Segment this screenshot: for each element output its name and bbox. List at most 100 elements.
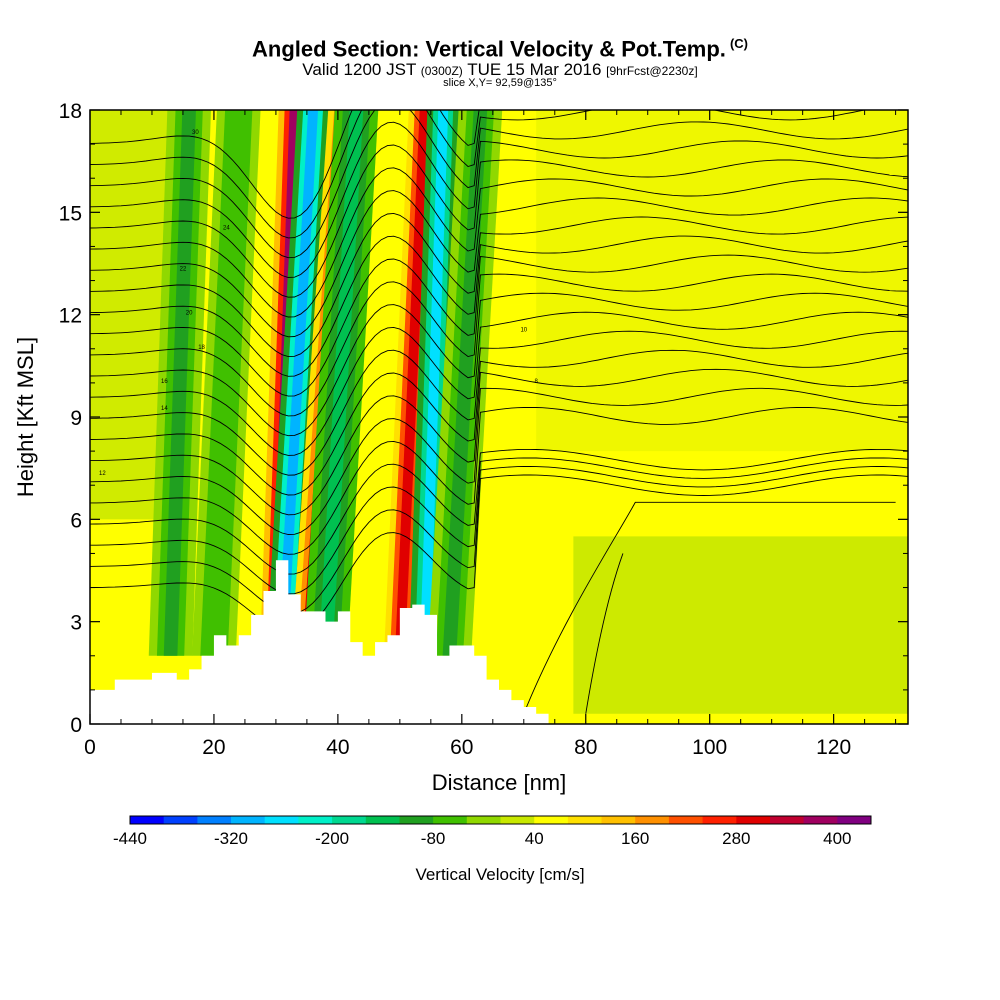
contour-label-4: 18	[198, 345, 205, 351]
y-tick-label-9: 9	[70, 407, 82, 430]
theta-contour-10	[90, 292, 908, 437]
x-tick-label-0: 0	[84, 736, 96, 759]
theta-contour-17	[90, 144, 908, 298]
forecast-info: [9hrFcst@2230z]	[606, 64, 698, 78]
velocity-band-5-layer-2	[419, 110, 449, 656]
contour-label-7: 12	[99, 471, 106, 477]
theta-contour-4	[90, 406, 908, 555]
y-tick-label-3: 3	[70, 612, 82, 635]
colorbar-swatch-18	[736, 816, 771, 824]
theta-contour-0	[90, 474, 908, 634]
contour-label-9: 8	[535, 379, 539, 385]
theta-contour-12	[90, 254, 908, 397]
y-axis-label: Height [Kft MSL]	[13, 337, 38, 497]
colorbar-swatch-21	[837, 816, 872, 824]
colorbar-swatch-11	[500, 816, 535, 824]
y-tick-label-0: 0	[70, 714, 82, 737]
field-patch-upper-east	[536, 110, 908, 452]
contour-label-6: 14	[161, 406, 168, 412]
colorbar-tick-label-0: -440	[113, 829, 147, 848]
terrain-mask	[90, 560, 549, 724]
colorbar-label: Vertical Velocity [cm/s]	[415, 865, 584, 884]
theta-contour-5	[90, 387, 908, 535]
theta-contour-20	[90, 110, 867, 239]
theta-contour-21	[90, 110, 480, 219]
colorbar-tick-label-4: 40	[525, 829, 544, 848]
x-tick-label-40: 40	[326, 736, 349, 759]
y-tick-label-18: 18	[59, 100, 82, 123]
plot-area: 30 24 22 20 18 16 14 12 10 8	[90, 110, 908, 724]
colorbar-swatch-1	[163, 816, 198, 824]
x-axis-label: Distance [nm]	[432, 770, 567, 795]
field-patch-lower-east	[573, 536, 908, 714]
chart-title: Angled Section: Vertical Velocity & Pot.…	[0, 36, 1000, 62]
velocity-band-1-layer-2	[277, 110, 319, 656]
contour-label-8: 10	[520, 328, 527, 334]
colorbar-tick-label-6: 280	[722, 829, 750, 848]
colorbar-swatch-5	[298, 816, 333, 824]
theta-contour-19	[90, 110, 908, 259]
colorbar-swatch-0	[130, 816, 165, 824]
colorbar-swatch-12	[534, 816, 569, 824]
theta-contour-9	[90, 311, 908, 456]
copyright-mark: (C)	[729, 36, 748, 51]
colorbar-tick-label-3: -80	[421, 829, 446, 848]
theta-contour-13	[90, 235, 908, 377]
theta-contour-2	[90, 457, 908, 595]
colorbar-swatch-7	[365, 816, 400, 824]
colorbar-tick-label-7: 400	[823, 829, 851, 848]
colorbar-swatch-17	[702, 816, 737, 824]
x-tick-label-80: 80	[574, 736, 597, 759]
valid-time-line: Valid 1200 JST (0300Z) TUE 15 Mar 2016 […	[0, 60, 1000, 80]
contour-label-3: 20	[186, 311, 193, 317]
colorbar-swatch-6	[332, 816, 367, 824]
chart-title-text: Angled Section: Vertical Velocity & Pot.…	[252, 36, 726, 62]
y-tick-label-12: 12	[59, 305, 82, 328]
theta-contour-low-east	[523, 501, 896, 714]
theta-contour-14	[90, 212, 908, 358]
x-tick-label-120: 120	[816, 736, 851, 759]
theta-contour-18	[90, 121, 908, 278]
theta-contour-7	[90, 349, 908, 496]
y-tick-label-6: 6	[70, 509, 82, 532]
x-tick-label-60: 60	[450, 736, 473, 759]
colorbar-swatch-19	[770, 816, 805, 824]
x-tick-label-100: 100	[692, 736, 727, 759]
y-tick-label-15: 15	[59, 202, 82, 225]
colorbar-swatch-9	[433, 816, 468, 824]
velocity-band-6-layer-2	[442, 110, 488, 656]
contour-label-0: 30	[192, 130, 199, 136]
colorbar-swatch-3	[231, 816, 266, 824]
contour-label-1: 24	[223, 225, 230, 231]
theta-contour-6	[90, 368, 908, 516]
theta-contour-16	[90, 167, 908, 318]
colorbar-swatch-16	[668, 816, 704, 824]
contour-label-5: 16	[161, 379, 168, 385]
colorbar-swatch-8	[399, 816, 434, 824]
colorbar-tick-label-1: -320	[214, 829, 248, 848]
valid-date: TUE 15 Mar 2016	[467, 60, 602, 79]
utc-time: (0300Z)	[420, 64, 463, 78]
theta-contour-3	[90, 448, 908, 575]
x-tick-label-20: 20	[202, 736, 225, 759]
terrain	[90, 560, 549, 724]
slice-info: slice X,Y= 92,59@135°	[443, 77, 557, 89]
colorbar-swatch-20	[803, 816, 838, 824]
contour-label-2: 22	[180, 266, 187, 272]
colorbar: -440 -320 -200 -80 40 160 280 400	[113, 815, 872, 848]
theta-contour-11	[90, 273, 908, 417]
theta-contour-low-east-2	[585, 553, 624, 714]
theta-contour-15	[90, 190, 908, 338]
colorbar-swatch-13	[567, 816, 603, 824]
colorbar-swatch-2	[197, 816, 232, 824]
colorbar-tick-label-2: -200	[315, 829, 349, 848]
theta-contour-1	[90, 466, 908, 615]
valid-prefix: Valid 1200 JST	[302, 60, 417, 79]
colorbar-frame	[129, 815, 872, 825]
colorbar-swatch-14	[601, 816, 636, 824]
colorbar-swatch-15	[635, 816, 670, 824]
axes: 0 20 40 60 80 100 120 0 3 6 9 12 15 18	[59, 100, 908, 759]
colorbar-swatch-10	[466, 816, 501, 824]
